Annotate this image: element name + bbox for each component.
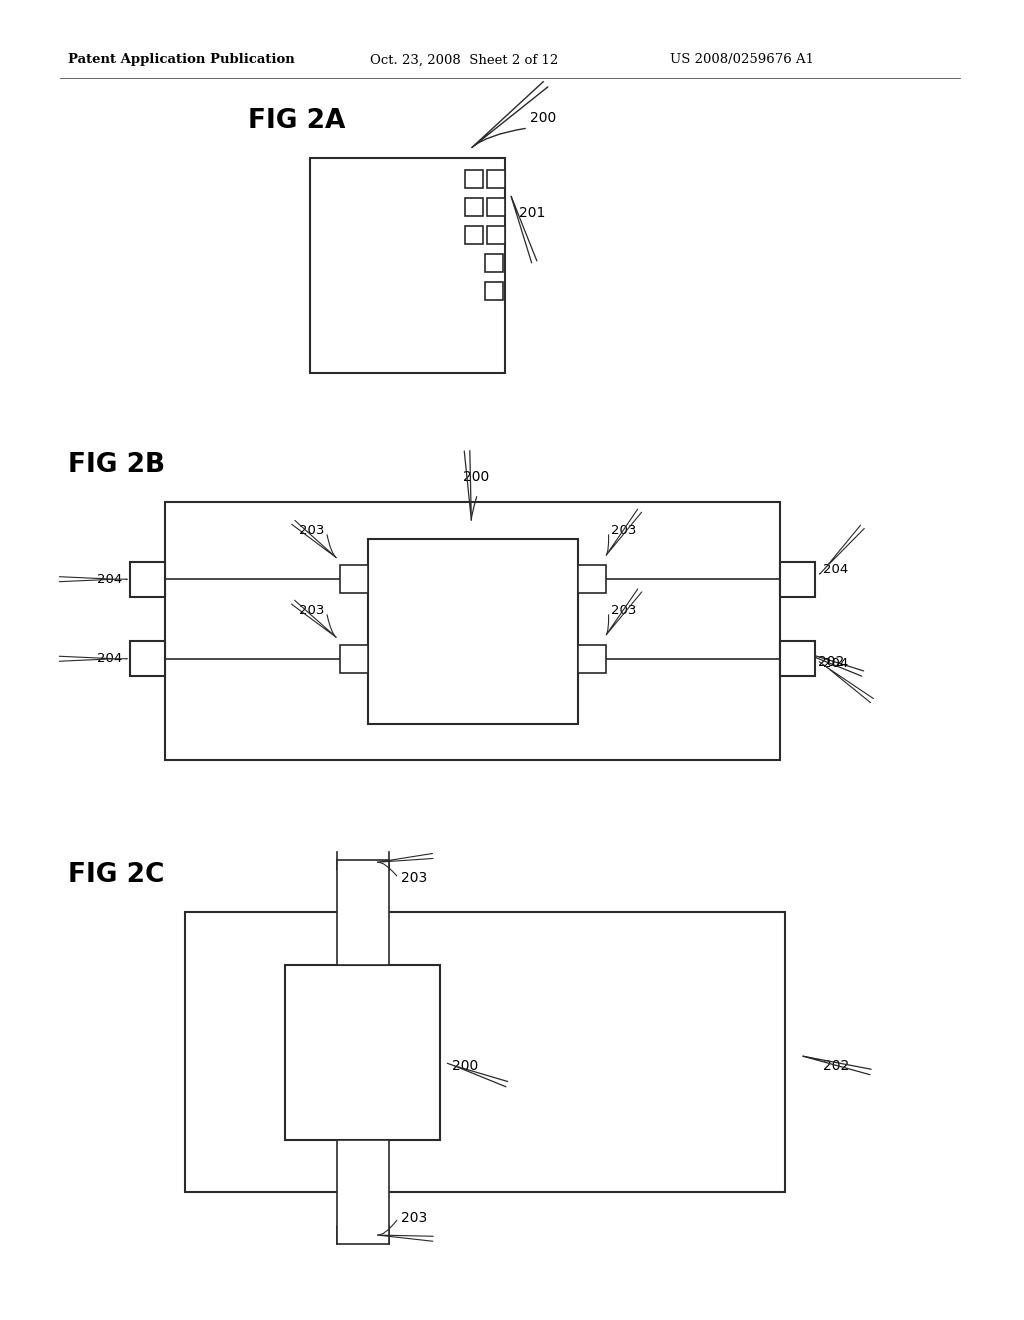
Bar xyxy=(130,642,165,676)
Text: FIG 2A: FIG 2A xyxy=(248,108,345,135)
Text: 203: 203 xyxy=(299,524,325,536)
Text: 204: 204 xyxy=(96,652,122,665)
Bar xyxy=(485,253,503,272)
Bar xyxy=(337,1139,388,1243)
Text: 200: 200 xyxy=(463,470,488,484)
Bar xyxy=(130,562,165,597)
Bar xyxy=(578,644,605,673)
Bar xyxy=(465,198,483,216)
Text: Oct. 23, 2008  Sheet 2 of 12: Oct. 23, 2008 Sheet 2 of 12 xyxy=(370,54,558,66)
Bar xyxy=(465,226,483,244)
Bar xyxy=(285,965,440,1139)
Bar xyxy=(578,565,605,593)
Text: 203: 203 xyxy=(400,1210,427,1225)
Bar xyxy=(368,539,578,723)
Text: FIG 2B: FIG 2B xyxy=(68,451,165,478)
Text: 203: 203 xyxy=(299,603,325,616)
Bar xyxy=(487,170,505,187)
Bar xyxy=(340,644,368,673)
Text: 204: 204 xyxy=(823,562,848,576)
Bar xyxy=(485,282,503,300)
Text: 200: 200 xyxy=(530,111,556,125)
Text: 204: 204 xyxy=(96,573,122,586)
Text: 202: 202 xyxy=(818,655,844,669)
Text: 203: 203 xyxy=(400,871,427,884)
Bar xyxy=(165,502,780,760)
Text: FIG 2C: FIG 2C xyxy=(68,862,165,888)
Text: 200: 200 xyxy=(452,1059,478,1073)
Bar xyxy=(465,170,483,187)
Bar xyxy=(185,912,785,1192)
Text: 203: 203 xyxy=(610,524,636,536)
Bar xyxy=(337,861,388,965)
Bar xyxy=(310,158,505,374)
Text: 203: 203 xyxy=(610,603,636,616)
Text: US 2008/0259676 A1: US 2008/0259676 A1 xyxy=(670,54,814,66)
Bar xyxy=(487,226,505,244)
Bar xyxy=(487,198,505,216)
Text: 204: 204 xyxy=(823,657,848,671)
Text: 202: 202 xyxy=(823,1059,849,1073)
Bar xyxy=(780,562,815,597)
Bar xyxy=(340,565,368,593)
Bar xyxy=(780,642,815,676)
Text: 201: 201 xyxy=(519,206,546,220)
Text: Patent Application Publication: Patent Application Publication xyxy=(68,54,295,66)
